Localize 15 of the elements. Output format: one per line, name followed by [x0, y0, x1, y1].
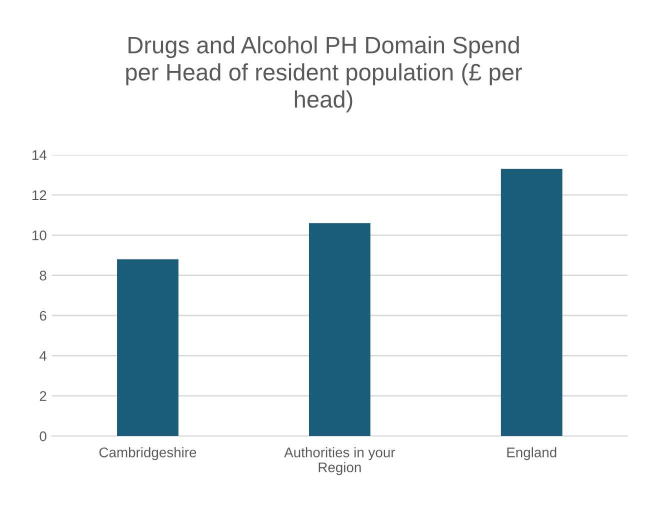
- y-tick-label: 0: [40, 431, 46, 442]
- y-tick-label: 8: [40, 270, 46, 280]
- x-tick-label: Authorities in your Region: [284, 447, 396, 476]
- bar: [500, 168, 562, 436]
- bar: [308, 223, 370, 436]
- x-tick-label: England: [507, 447, 556, 460]
- bar: [117, 259, 178, 436]
- y-tick-label: 2: [40, 391, 46, 401]
- y-tick-label: 10: [32, 230, 46, 240]
- chart-title: Drugs and Alcohol PH Domain Spend per Head of resident population (£ per head): [126, 36, 522, 112]
- y-tick-label: 6: [40, 310, 46, 321]
- y-tick-label: 4: [39, 351, 46, 361]
- y-tick-label: 12: [32, 190, 46, 200]
- y-tick-label: 14: [32, 150, 46, 160]
- x-tick-label: Cambridgeshire: [99, 447, 196, 460]
